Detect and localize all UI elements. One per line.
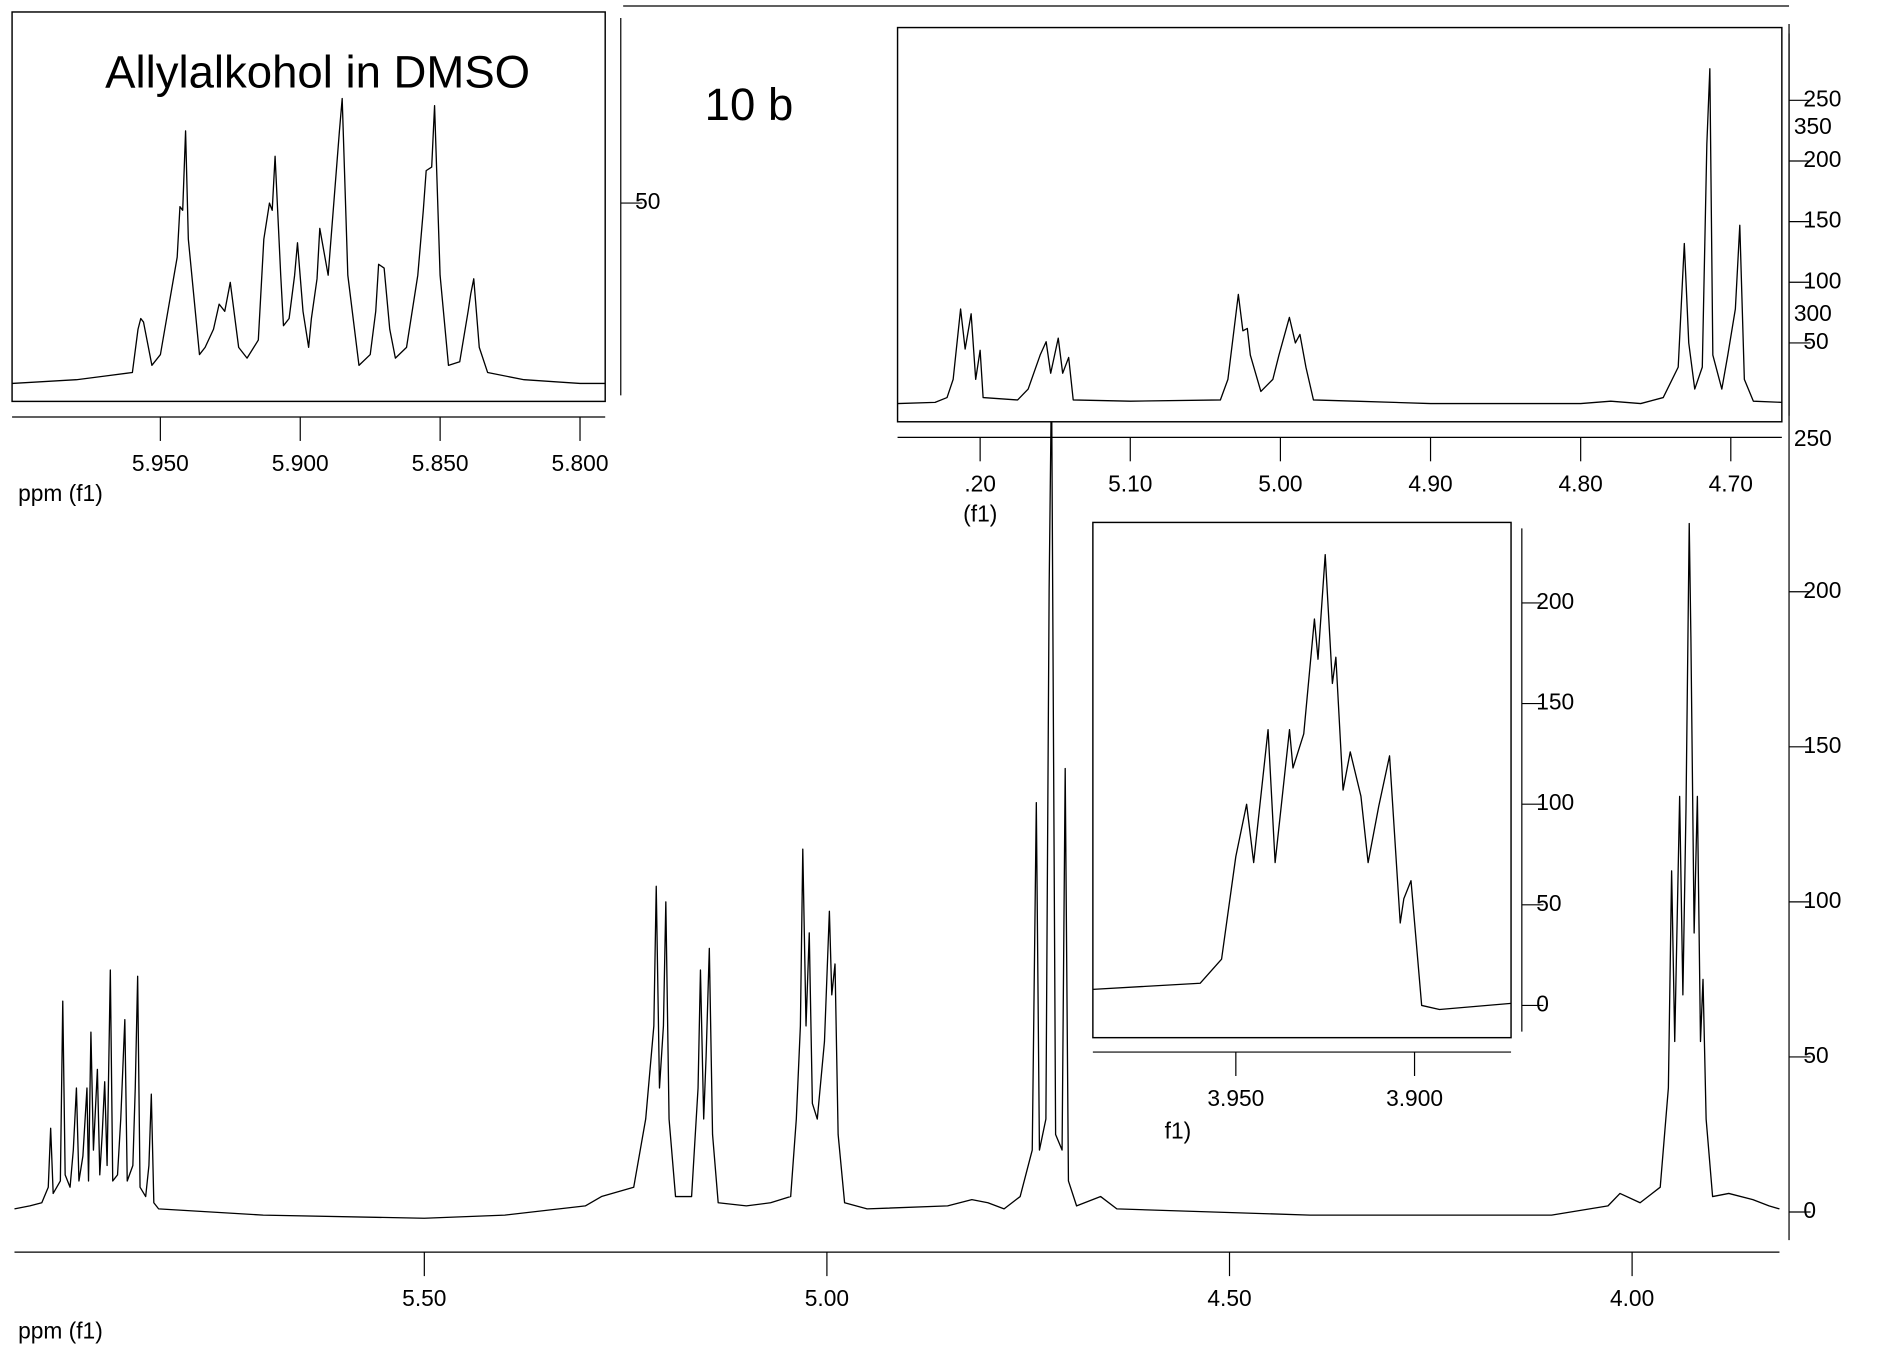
x-tick-label: 5.10 xyxy=(1108,470,1152,496)
x-axis-label: ppm (f1) xyxy=(18,1317,103,1343)
x-axis-label: (f1) xyxy=(963,500,997,526)
plot: 5.50 5.00 4.50 4.00 0 50 100 150 200 ppm (f1) 10 b xyxy=(14,5,1841,1343)
plot-frame xyxy=(11,11,606,403)
y-tick-label: 100 xyxy=(1536,789,1574,815)
x-tick-label: 5.950 xyxy=(132,450,189,476)
plot: 3.950 3.900 0 50 100 150 200 f1) xyxy=(1092,521,1574,1143)
y-tick-label: 0 xyxy=(1536,990,1549,1016)
y-tick-label: 250 xyxy=(1803,85,1841,111)
plot-frame xyxy=(1092,521,1512,1039)
y-tick-label: 50 xyxy=(1536,890,1561,916)
x-axis-label: f1) xyxy=(1165,1117,1192,1143)
annotation: 250 xyxy=(1794,425,1832,451)
annotation: 10 b xyxy=(705,79,794,130)
y-tick-label: 100 xyxy=(1803,267,1841,293)
plot: 5.950 5.900 5.850 5.800 50 ppm (f1) Allylalkoh… xyxy=(11,11,660,506)
plot-frame xyxy=(896,26,1783,423)
inset-title: Allylalkohol in DMSO xyxy=(105,47,530,98)
x-tick-label: 5.00 xyxy=(805,1285,849,1311)
spectrum-line xyxy=(14,374,1780,1219)
y-tick-label: 50 xyxy=(1803,328,1828,354)
x-tick-label: 5.00 xyxy=(1258,470,1302,496)
x-tick-label: .20 xyxy=(964,470,996,496)
x-tick-label: 4.50 xyxy=(1207,1285,1251,1311)
spectrum-line xyxy=(12,97,606,385)
y-tick-label: 200 xyxy=(1803,146,1841,172)
x-tick-label: 4.00 xyxy=(1610,1285,1654,1311)
x-tick-label: 4.80 xyxy=(1559,470,1603,496)
y-tick-label: 100 xyxy=(1803,887,1841,913)
annotation: 350 xyxy=(1794,113,1832,139)
y-tick-label: 50 xyxy=(1803,1042,1828,1068)
annotation: 300 xyxy=(1794,300,1832,326)
y-tick-label: 0 xyxy=(1803,1197,1816,1223)
y-tick-label: 150 xyxy=(1536,689,1574,715)
x-tick-label: 3.900 xyxy=(1386,1085,1443,1111)
x-tick-label: 5.850 xyxy=(412,450,469,476)
x-tick-label: 4.70 xyxy=(1709,470,1753,496)
x-tick-label: 5.50 xyxy=(402,1285,446,1311)
x-tick-label: 3.950 xyxy=(1207,1085,1264,1111)
y-tick-label: 200 xyxy=(1803,577,1841,603)
spectrum-line xyxy=(897,68,1782,405)
x-tick-label: 5.800 xyxy=(552,450,609,476)
y-tick-label: 150 xyxy=(1803,732,1841,758)
x-axis-label: ppm (f1) xyxy=(18,480,103,506)
x-tick-label: 5.900 xyxy=(272,450,329,476)
spectrum-line xyxy=(1092,553,1512,1011)
x-tick-label: 4.90 xyxy=(1408,470,1452,496)
y-tick-label: 150 xyxy=(1803,207,1841,233)
y-tick-label: 200 xyxy=(1536,588,1574,614)
y-tick-label: 50 xyxy=(635,188,660,214)
plot: .20 5.10 5.00 4.90 4.80 4.70 50 100 150 200 250 (f1… xyxy=(896,26,1841,526)
